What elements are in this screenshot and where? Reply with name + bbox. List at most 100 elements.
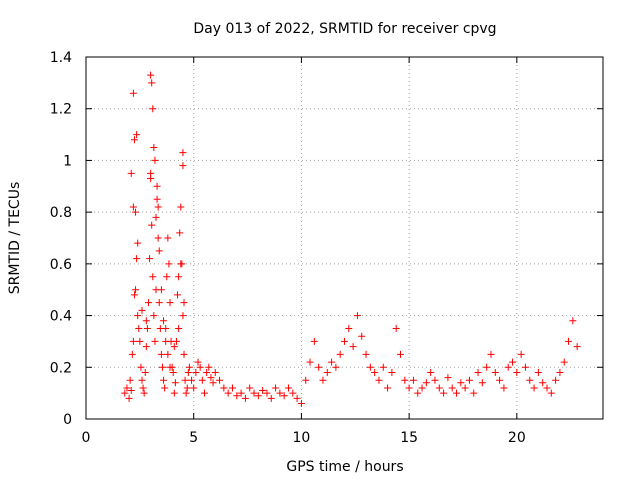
data-point: [147, 175, 155, 183]
x-tick-label: 10: [293, 430, 311, 446]
data-point: [345, 325, 353, 332]
data-point: [180, 299, 188, 307]
y-tick-label: 0.6: [50, 257, 72, 273]
data-point: [183, 384, 191, 392]
x-tick-label: 20: [508, 430, 526, 446]
data-point: [250, 389, 258, 397]
data-point: [358, 332, 366, 340]
data-point: [362, 350, 370, 358]
data-point: [228, 384, 236, 392]
data-point: [127, 169, 135, 177]
data-point: [154, 234, 162, 242]
y-tick-label: 1.4: [50, 50, 72, 66]
data-point: [565, 337, 573, 345]
data-point: [200, 389, 208, 397]
data-point: [422, 379, 430, 387]
data-point: [129, 203, 137, 211]
data-point: [401, 376, 409, 384]
data-point: [483, 363, 491, 371]
data-point: [149, 105, 157, 113]
x-axis-label: GPS time / hours: [286, 459, 403, 475]
data-point: [133, 255, 141, 263]
data-point: [220, 384, 228, 392]
data-point: [513, 368, 521, 376]
data-point: [188, 376, 196, 384]
data-point: [435, 384, 443, 392]
data-point: [319, 376, 327, 384]
data-point: [174, 291, 182, 299]
data-point: [448, 384, 456, 392]
data-point: [137, 363, 145, 371]
x-axis-ticks: 0 5 10 15 20: [82, 57, 526, 446]
data-point: [233, 392, 241, 400]
data-point: [160, 376, 168, 384]
data-point: [135, 325, 143, 332]
data-point: [461, 384, 469, 392]
data-point: [180, 350, 188, 358]
data-point: [157, 286, 165, 294]
data-point: [132, 208, 140, 216]
data-point: [138, 376, 146, 384]
data-point: [150, 144, 158, 151]
data-point: [465, 376, 473, 384]
data-point: [263, 389, 271, 397]
data-point: [194, 358, 202, 366]
data-point: [552, 376, 560, 384]
data-point: [276, 389, 284, 397]
data-point: [123, 384, 131, 392]
data-point: [155, 299, 163, 307]
data-point: [207, 374, 215, 382]
data-point: [129, 337, 137, 345]
data-point: [172, 337, 180, 345]
data-point: [146, 255, 154, 263]
data-point: [409, 376, 417, 384]
data-point: [148, 79, 156, 87]
data-point: [487, 350, 495, 358]
data-point: [164, 350, 172, 358]
data-point: [556, 368, 564, 376]
data-point: [427, 368, 435, 376]
data-point: [166, 363, 174, 371]
data-point: [125, 394, 133, 402]
data-point: [569, 317, 577, 325]
data-point: [440, 389, 448, 397]
data-point: [353, 312, 361, 320]
data-point: [155, 247, 163, 255]
data-point: [165, 260, 173, 268]
y-tick-label: 1: [63, 153, 72, 169]
data-point: [573, 343, 581, 351]
data-point: [517, 350, 525, 358]
data-point: [457, 379, 465, 387]
data-point: [138, 306, 146, 314]
data-point: [163, 273, 171, 281]
data-point: [241, 394, 249, 402]
data-point: [175, 273, 183, 281]
data-point: [176, 229, 184, 237]
data-point: [366, 363, 374, 371]
data-point: [141, 368, 149, 376]
data-point: [158, 363, 166, 371]
data-point: [431, 376, 439, 384]
data-point: [474, 368, 482, 376]
data-point: [444, 374, 452, 382]
data-point: [453, 389, 461, 397]
data-point: [175, 325, 183, 332]
data-point: [169, 368, 177, 376]
data-point: [237, 389, 245, 397]
y-tick-label: 0.4: [50, 309, 72, 325]
data-point: [198, 376, 206, 384]
data-point: [284, 384, 292, 392]
data-point: [315, 363, 323, 371]
data-point: [121, 389, 129, 397]
data-point: [302, 376, 310, 384]
data-point: [142, 343, 150, 351]
plot-border: [85, 56, 604, 420]
data-point: [375, 376, 383, 384]
data-point: [179, 312, 187, 320]
data-point: [149, 273, 157, 281]
data-point: [143, 325, 151, 332]
data-point: [162, 337, 170, 345]
data-point: [136, 337, 144, 345]
data-point: [478, 379, 486, 387]
